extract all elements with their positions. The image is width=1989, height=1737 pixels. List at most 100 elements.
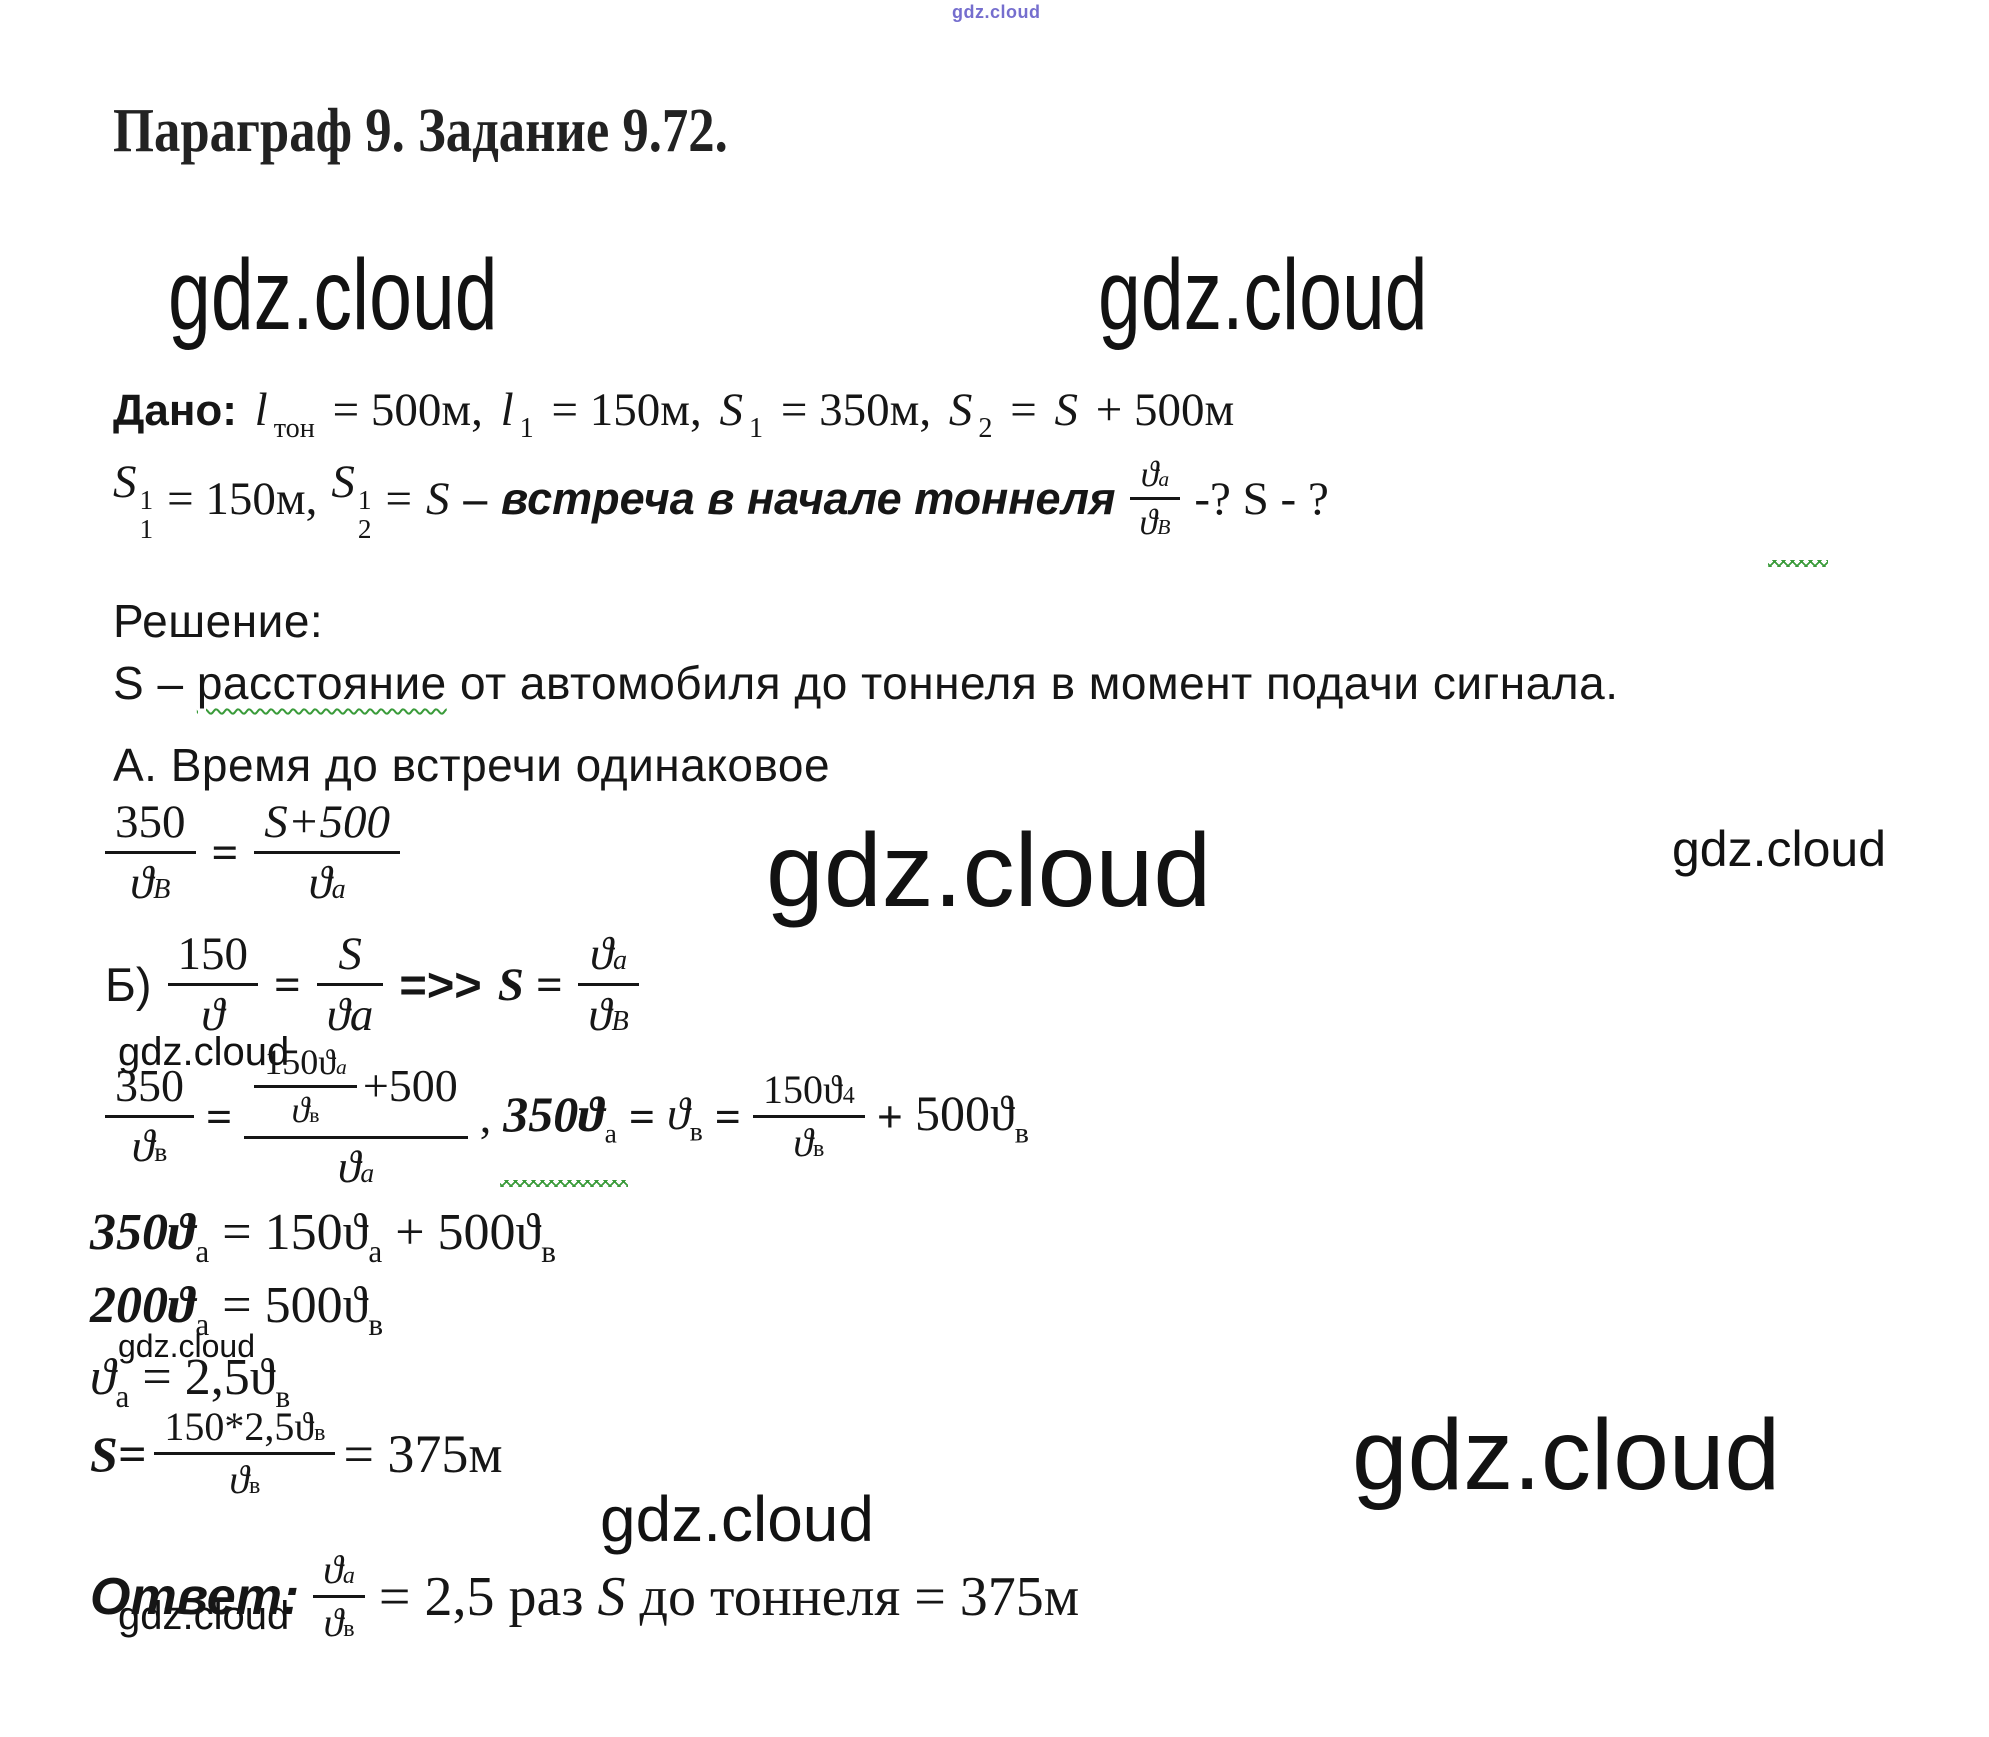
math-superscript: 1 xyxy=(139,484,154,515)
math-subscript: в xyxy=(368,1307,384,1343)
math-var: 500ϑ xyxy=(915,1084,1015,1141)
math-subscript: 1 xyxy=(139,513,154,544)
plus-sign: + xyxy=(876,1091,903,1143)
equals-sign: = xyxy=(206,1091,233,1143)
math-token: +500 xyxy=(362,1060,458,1112)
step-b-label: Б) xyxy=(105,958,152,1012)
math-token: S = xyxy=(497,958,563,1011)
math-token: 350 xyxy=(115,796,186,848)
math-token: l xyxy=(254,384,268,436)
math-var: ϑ xyxy=(308,857,332,910)
math-token: S xyxy=(948,384,973,436)
math-token: l xyxy=(500,384,514,436)
equation-4: 350ϑa = 150ϑa + 500ϑв xyxy=(90,1203,556,1270)
watermark-gdz-top: gdz.cloud xyxy=(952,2,1041,22)
math-token: = 2,5ϑ xyxy=(142,1349,276,1406)
s-definition-line: S – расстояние от автомобиля до тоннеля … xyxy=(113,656,1618,710)
math-subscript: 2 xyxy=(357,513,372,544)
math-var: ϑa xyxy=(326,989,374,1042)
math-var: ϑ xyxy=(1140,454,1159,494)
math-subscript: a xyxy=(115,1379,130,1415)
math-subscript: в xyxy=(309,1103,320,1128)
math-token: = 500ϑ xyxy=(222,1277,369,1334)
math-var: ϑ xyxy=(229,1457,250,1502)
math-subscript: a xyxy=(342,1563,355,1589)
math-subscript: 1 xyxy=(519,412,534,444)
spellcheck-squiggle xyxy=(1768,560,1828,567)
math-var: ϑ xyxy=(588,989,612,1042)
math-token: S xyxy=(338,928,362,980)
math-var: ϑ xyxy=(90,1349,116,1406)
math-token: 150 xyxy=(177,928,249,980)
math-token: = 350м, xyxy=(780,384,932,436)
watermark-gdz-middle-right: gdz.cloud xyxy=(1672,821,1887,877)
math-subscript: тон xyxy=(273,412,315,444)
watermark-gdz-bottom-right: gdz.cloud xyxy=(1352,1399,1781,1511)
math-token: 350 xyxy=(115,1060,184,1112)
math-subscript: B xyxy=(611,1006,629,1038)
math-token: 150ϑ xyxy=(762,1067,843,1113)
watermark-gdz-bottom-center: gdz.cloud xyxy=(600,1483,874,1555)
math-token: 350ϑa xyxy=(503,1085,617,1150)
comma-token: , xyxy=(479,1091,492,1143)
equals-sign: = xyxy=(714,1091,741,1143)
math-subscript: 2 xyxy=(978,412,993,444)
math-superscript: 1 xyxy=(357,484,372,515)
math-subscript: a xyxy=(604,1117,617,1149)
watermark-gdz-small-1: gdz.cloud xyxy=(118,1030,290,1074)
fraction: 150 ϑ xyxy=(167,925,258,1044)
math-token: = 150м, xyxy=(551,384,702,436)
math-token: S= xyxy=(90,1425,147,1482)
math-subscript: a xyxy=(613,945,628,976)
equals-sign: = xyxy=(211,826,239,879)
math-token: + 500м xyxy=(1095,384,1235,436)
math-var: ϑ xyxy=(130,857,154,910)
math-subscript: в xyxy=(689,1115,703,1147)
math-subscript: в xyxy=(813,1136,825,1163)
step-a-label: А. Время до встречи одинаковое xyxy=(113,739,831,791)
math-token: S xyxy=(426,472,450,525)
math-token: – xyxy=(463,472,488,525)
math-var: ϑ xyxy=(793,1120,814,1166)
answer-distance-text: до тоннеля = 375м xyxy=(639,1565,1080,1628)
answer-ratio-text: = 2,5 раз xyxy=(378,1565,584,1628)
math-token: = 150ϑ xyxy=(222,1204,369,1261)
math-var: ϑ xyxy=(201,989,225,1042)
math-subscript: в xyxy=(343,1616,355,1642)
equation-6: ϑa = 2,5ϑв xyxy=(90,1348,290,1415)
math-token: S xyxy=(1054,384,1078,436)
math-token: 500ϑв xyxy=(915,1084,1029,1151)
math-var: ϑ xyxy=(667,1087,690,1139)
math-var: 350ϑ xyxy=(503,1085,605,1142)
math-var: 200ϑ xyxy=(90,1277,196,1334)
text-token: S – xyxy=(113,657,197,709)
math-token: = 500м, xyxy=(332,384,483,436)
math-var: S xyxy=(331,455,355,508)
meet-condition-text: встреча в начале тоннеля xyxy=(501,472,1116,524)
math-subscript: в xyxy=(541,1234,556,1270)
given-label: Дано: xyxy=(113,386,237,435)
equals-sign: = xyxy=(274,958,301,1011)
math-var: S xyxy=(113,455,137,508)
math-subscript: 1 xyxy=(749,412,764,444)
math-subscript: a xyxy=(195,1307,210,1343)
watermark-gdz-upper-left: gdz.cloud xyxy=(168,239,498,351)
spellchecked-word: расстояние xyxy=(196,657,447,709)
implies-arrow: =>> xyxy=(399,958,482,1012)
math-subscript: в xyxy=(1014,1116,1029,1150)
math-var: ϑ xyxy=(291,1090,310,1131)
math-subscript: a xyxy=(360,1156,375,1188)
watermark-gdz-middle: gdz.cloud xyxy=(766,813,1212,929)
